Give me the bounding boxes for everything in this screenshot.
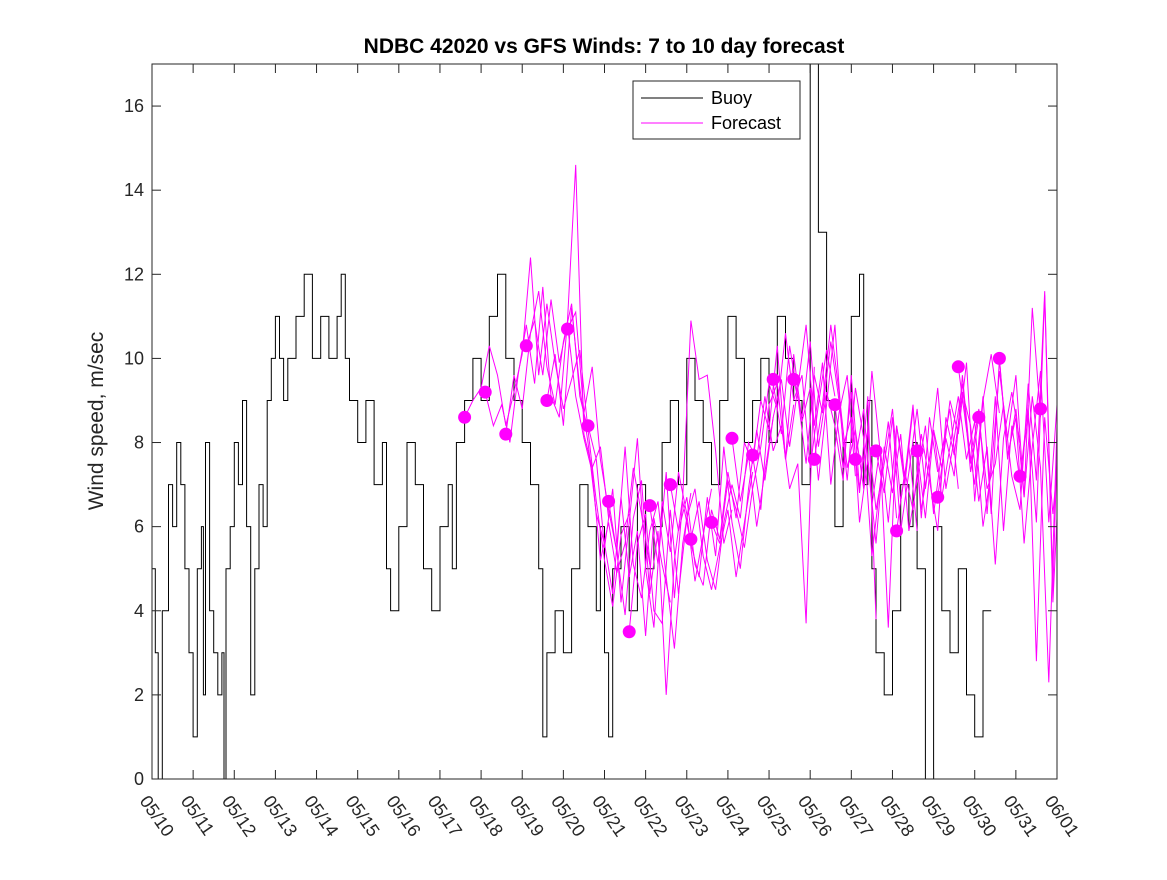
y-axis-label: Wind speed, m/sec xyxy=(85,332,108,511)
forecast-dot-5 xyxy=(540,394,554,407)
forecast-series-line-16 xyxy=(772,341,898,557)
y-tick-label: 2 xyxy=(134,685,144,705)
forecast-dot-1 xyxy=(458,410,472,424)
forecast-dot-20 xyxy=(848,452,862,466)
legend: Buoy Forecast xyxy=(632,80,801,140)
y-tick-label: 4 xyxy=(134,601,144,621)
forecast-series-line-24 xyxy=(937,375,1057,662)
forecast-dot-8 xyxy=(602,494,616,508)
forecast-dot-29 xyxy=(1034,402,1047,416)
forecast-series-line-27 xyxy=(998,358,1057,683)
forecast-dot-28 xyxy=(1013,469,1027,483)
forecast-dot-27 xyxy=(992,351,1006,365)
forecast-dot-9 xyxy=(622,625,636,639)
y-tick-label: 8 xyxy=(134,433,144,453)
forecast-series-line-8 xyxy=(608,320,733,695)
forecast-dot-21 xyxy=(869,444,883,458)
legend-box xyxy=(632,80,801,140)
legend-forecast-label: Forecast xyxy=(711,113,781,133)
y-tick-label: 0 xyxy=(134,769,144,789)
y-tick-label: 12 xyxy=(124,264,144,284)
forecast-dot-17 xyxy=(787,372,801,386)
forecast-dot-23 xyxy=(910,444,924,458)
forecast-dot-7 xyxy=(581,419,595,433)
forecast-dot-2 xyxy=(478,385,492,399)
forecast-dot-25 xyxy=(951,360,965,374)
forecast-dot-24 xyxy=(931,490,945,504)
y-tick-label: 14 xyxy=(124,180,144,200)
plot-area xyxy=(152,64,1057,779)
forecast-series-line-14 xyxy=(731,324,856,527)
forecast-dot-19 xyxy=(828,398,842,412)
y-tick-label: 10 xyxy=(124,348,144,368)
forecast-dot-11 xyxy=(663,478,677,492)
legend-buoy-label: Buoy xyxy=(711,88,752,108)
forecast-series-line-20 xyxy=(854,383,980,523)
chart-title: NDBC 42020 vs GFS Winds: 7 to 10 day for… xyxy=(364,35,845,58)
forecast-series-line-21 xyxy=(875,354,1000,531)
forecast-dot-6 xyxy=(561,322,574,336)
forecast-dot-16 xyxy=(766,372,780,386)
forecast-dot-14 xyxy=(725,431,739,445)
forecast-series-line-23 xyxy=(916,307,1041,527)
forecast-series-line-1 xyxy=(464,257,589,430)
forecast-dot-15 xyxy=(746,448,760,462)
forecast-series-line-5 xyxy=(546,307,671,637)
forecast-series-line-9 xyxy=(628,471,754,632)
buoy-series-line xyxy=(152,64,992,779)
plot-series xyxy=(152,64,1057,779)
forecast-dot-4 xyxy=(519,339,533,353)
forecast-series-line-6 xyxy=(567,310,692,649)
forecast-series-line-7 xyxy=(587,425,712,628)
forecast-dot-26 xyxy=(972,410,986,424)
forecast-dot-13 xyxy=(705,515,718,529)
forecast-dot-3 xyxy=(499,427,513,441)
y-tick-label: 16 xyxy=(124,96,144,116)
forecast-dot-12 xyxy=(684,532,698,546)
forecast-dot-18 xyxy=(807,452,821,466)
forecast-dot-10 xyxy=(643,499,657,513)
forecast-dot-22 xyxy=(890,524,904,538)
y-tick-label: 6 xyxy=(134,517,144,537)
